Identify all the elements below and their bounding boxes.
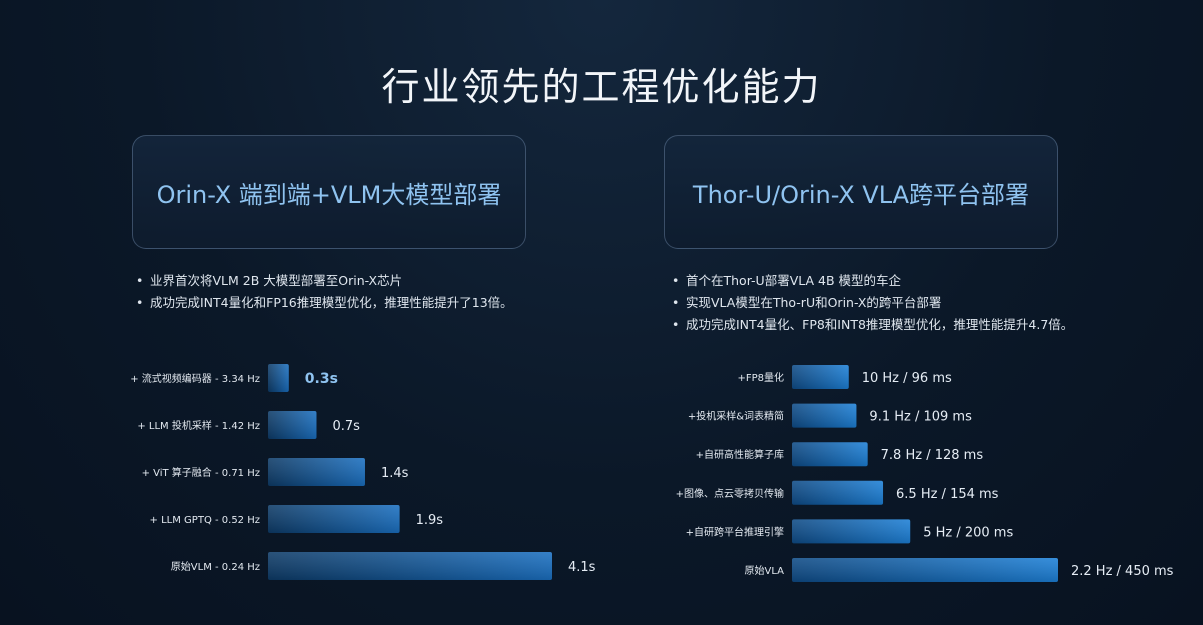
bar-value-label: 9.1 Hz / 109 ms [869, 410, 972, 425]
left-bullet-item: 成功完成INT4量化和FP16推理模型优化，推理性能提升了13倍。 [136, 292, 513, 314]
bar-shade [792, 519, 911, 544]
bar-value-label: 5 Hz / 200 ms [923, 525, 1013, 540]
bar-category-label: 原始VLM - 0.24 Hz [171, 560, 260, 573]
bar-value-label: 1.4s [381, 466, 409, 481]
bar-value-label: 2.2 Hz / 450 ms [1071, 564, 1174, 579]
bar-category-label: +FP8量化 [737, 371, 784, 384]
bar-value-label: 0.3s [305, 371, 338, 387]
bar-category-label: + ViT 算子融合 - 0.71 Hz [142, 466, 260, 479]
right-card-title: Thor-U/Orin-X VLA跨平台部署 [692, 180, 1030, 209]
left-bullet-item: 业界首次将VLM 2B 大模型部署至Orin-X芯片 [136, 270, 513, 292]
bar-value-label: 6.5 Hz / 154 ms [896, 487, 999, 502]
bar-category-label: + 流式视频编码器 - 3.34 Hz [130, 372, 260, 385]
bar-category-label: 原始VLA [745, 564, 785, 577]
bar-shade [268, 552, 552, 580]
left-card-title: Orin-X 端到端+VLM大模型部署 [156, 180, 502, 209]
right-bullet-item: 成功完成INT4量化、FP8和INT8推理模型优化，推理性能提升4.7倍。 [672, 314, 1073, 336]
bar-shade [268, 505, 400, 533]
bar-shade [792, 403, 857, 428]
bar-value-label: 0.7s [332, 419, 360, 434]
bar-value-label: 1.9s [416, 513, 444, 528]
bar-shade [792, 558, 1058, 582]
bar-value-label: 7.8 Hz / 128 ms [881, 448, 984, 463]
bar-shade [792, 442, 868, 467]
bar-shade [792, 480, 884, 505]
bar-category-label: +自研高性能算子库 [696, 448, 784, 461]
bar-shade [268, 458, 365, 486]
bar-shade [268, 364, 289, 392]
bar-category-label: +图像、点云零拷贝传输 [676, 487, 784, 500]
right-bullet-item: 实现VLA模型在Tho-rU和Orin-X的跨平台部署 [672, 292, 1073, 314]
right-card: Thor-U/Orin-X VLA跨平台部署 [664, 135, 1058, 249]
left-latency-chart: + 流式视频编码器 - 3.34 Hz 0.3s + LLM 投机采样 - 1.42… [130, 364, 596, 580]
right-frequency-chart: +FP8量化 10 Hz / 96 ms +投机采样&词表精简 9.1 Hz / 10… [676, 365, 1174, 582]
bar-value-label: 10 Hz / 96 ms [862, 371, 952, 386]
bar-value-label: 4.1s [568, 560, 596, 575]
right-bullet-list: 首个在Thor-U部署VLA 4B 模型的车企 实现VLA模型在Tho-rU和O… [672, 270, 1073, 336]
left-card: Orin-X 端到端+VLM大模型部署 [132, 135, 526, 249]
bar-category-label: +投机采样&词表精简 [688, 410, 784, 423]
bar-category-label: + LLM 投机采样 - 1.42 Hz [137, 419, 260, 432]
bar-shade [268, 411, 317, 439]
bar-category-label: +自研跨平台推理引擎 [686, 525, 784, 538]
bar-shade [792, 365, 849, 389]
left-bullet-list: 业界首次将VLM 2B 大模型部署至Orin-X芯片 成功完成INT4量化和FP… [136, 270, 513, 314]
bar-category-label: + LLM GPTQ - 0.52 Hz [150, 515, 260, 526]
page-title: 行业领先的工程优化能力 [381, 65, 822, 109]
right-bullet-item: 首个在Thor-U部署VLA 4B 模型的车企 [672, 270, 1073, 292]
